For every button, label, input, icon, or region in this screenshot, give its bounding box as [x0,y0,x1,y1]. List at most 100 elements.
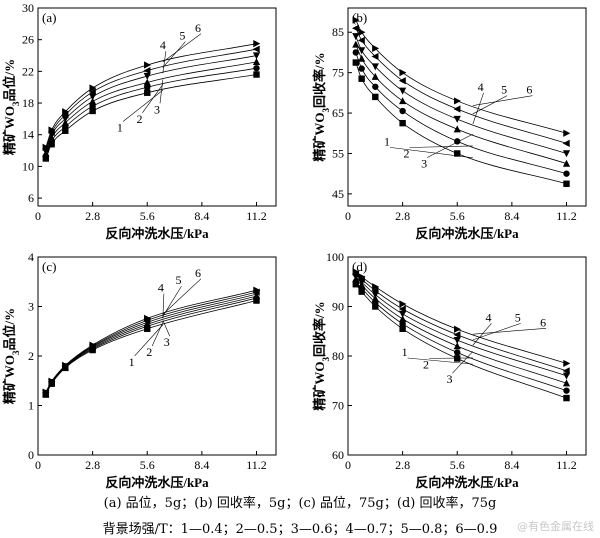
y-axis-title: 精矿WO3回收率/% [312,301,331,410]
triangle-left-marker [453,105,461,113]
curve-label: 2 [423,357,429,371]
triangle-up-marker [252,58,261,66]
curve-label: 6 [195,266,201,280]
triangle-up-marker [453,342,461,350]
y-tick-label: 45 [332,187,344,201]
curve-label-leader [134,324,164,357]
triangle-up-marker [562,379,571,387]
triangle-right-marker [454,325,462,333]
x-tick-label: 2.8 [85,209,100,223]
triangle-left-marker [398,305,406,313]
panel-b-frame [347,7,587,207]
series-line-5 [355,274,567,372]
curve-label: 2 [404,147,410,161]
curve-label: 3 [164,335,170,349]
triangle-left-marker [562,367,570,375]
y-tick-label: 4 [28,250,34,264]
curve-label: 1 [117,121,123,135]
curve-label: 1 [402,345,408,359]
x-tick-label: 0 [345,458,351,472]
series-line-4 [45,293,257,394]
square-marker [399,119,406,127]
triangle-left-marker [61,111,69,119]
triangle-down-marker [399,310,407,318]
panel-d: 0 2.8 5.6 8.4 11.2 60 70 80 90 100 1 2 3 4 5 6 (d) 反向冲洗水压… [312,250,587,490]
triangle-left-marker [143,66,151,75]
curve-label-leader [162,320,171,337]
curve-label-leader [162,33,202,63]
triangle-down-marker [399,87,407,95]
triangle-left-marker [371,52,379,61]
triangle-up-marker [562,159,571,167]
square-marker [563,180,570,187]
y-tick-label: 60 [332,448,344,462]
triangle-right-marker [144,314,152,322]
curve-label-leader [162,51,167,74]
y-tick-label: 70 [332,399,344,413]
y-tick-label: 80 [332,349,344,363]
y-tick-label: 65 [332,106,344,120]
triangle-up-marker [89,97,97,105]
circle-marker [399,320,406,328]
y-tick-label: 75 [332,66,344,80]
triangle-left-marker [352,24,360,32]
y-tick-label: 2 [28,349,34,363]
triangle-right-marker [358,28,366,36]
curve-label: 1 [384,134,390,148]
triangle-down-marker [352,33,360,41]
triangle-right-marker [144,61,152,69]
y-axis-title: 精矿WO3品位/% [2,59,21,155]
curve-label: 6 [526,83,532,97]
panel-tag: (a) [42,10,56,25]
triangle-left-marker [453,331,461,339]
curve-label: 5 [515,310,521,324]
x-tick-label: 2.8 [395,458,410,472]
x-tick-label: 8.4 [504,209,519,223]
square-marker [454,355,461,362]
curve-label-leader [452,351,474,374]
triangle-down-marker [252,52,261,60]
curve-label: 5 [179,29,185,43]
square-marker [358,288,365,295]
square-marker [144,89,151,96]
panel-a-frame [37,7,277,207]
triangle-right-marker [62,108,70,116]
square-marker [89,107,96,115]
square-marker [352,59,360,66]
curve-label: 3 [446,372,452,386]
triangle-up-marker [399,315,407,323]
triangle-right-marker [62,361,70,370]
curve-label-leader [159,79,164,104]
panel-tag: (c) [42,259,56,274]
triangle-right-marker [563,129,571,137]
triangle-left-marker [562,139,570,147]
y-tick-label: 26 [22,33,34,47]
square-marker [454,150,461,157]
triangle-right-marker [352,16,360,24]
circle-marker [253,64,260,72]
x-tick-label: 0 [35,458,41,472]
square-marker [62,127,69,134]
curve-label: 4 [158,281,164,295]
triangle-left-marker [252,45,260,53]
series-line-6 [355,19,567,134]
series-line-1 [355,62,567,185]
triangle-right-marker [89,84,97,92]
square-marker [563,394,570,402]
curve-label-leader [142,84,164,114]
x-tick-label: 8.4 [194,458,209,472]
triangle-left-marker [371,287,379,295]
curve-label-leader [472,323,492,346]
triangle-up-marker [371,72,379,80]
curve-label: 5 [175,273,181,287]
curve-label-leader [122,89,164,122]
y-tick-label: 85 [332,25,344,39]
y-tick-label: 100 [326,250,344,264]
x-tick-label: 5.6 [450,209,465,223]
curve-label: 4 [485,310,491,324]
curve-label-leader [162,41,186,68]
circle-marker [372,83,379,90]
curve-label: 6 [540,315,546,329]
y-tick-label: 0 [28,448,34,462]
